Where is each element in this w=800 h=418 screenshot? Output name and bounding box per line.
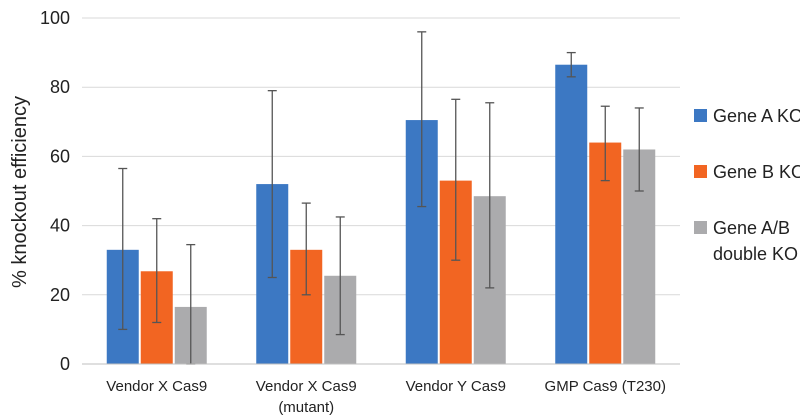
legend-label: Gene A KO	[713, 106, 800, 126]
legend-label: Gene A/B double KO	[713, 218, 798, 264]
x-category-label: GMP Cas9 (T230)	[545, 378, 666, 395]
legend-label: Gene B KO	[713, 162, 800, 182]
legend-swatch	[694, 165, 707, 178]
legend-swatch	[694, 109, 707, 122]
y-axis: 0 20 40 60 80 100	[40, 8, 70, 374]
x-category-label: Vendor X Cas9	[106, 378, 207, 395]
y-axis-title: % knockout efficiency	[9, 96, 31, 288]
x-axis: Vendor X Cas9 Vendor X Cas9 (mutant) Vendor…	[82, 363, 680, 416]
y-tick-label: 100	[40, 8, 70, 28]
y-tick-label: 80	[50, 77, 70, 97]
legend-swatch	[694, 221, 707, 234]
y-tick-label: 20	[50, 285, 70, 305]
y-tick-label: 0	[60, 354, 70, 374]
y-tick-label: 40	[50, 216, 70, 236]
y-tick-label: 60	[50, 146, 70, 166]
x-category-label: Vendor Y Cas9	[406, 378, 506, 395]
bar	[555, 64, 588, 365]
legend: Gene A KO Gene B KO Gene A/B double KO	[694, 106, 800, 264]
error-bars	[118, 31, 644, 365]
bars	[106, 64, 656, 365]
x-category-label: Vendor X Cas9 (mutant)	[256, 378, 357, 416]
